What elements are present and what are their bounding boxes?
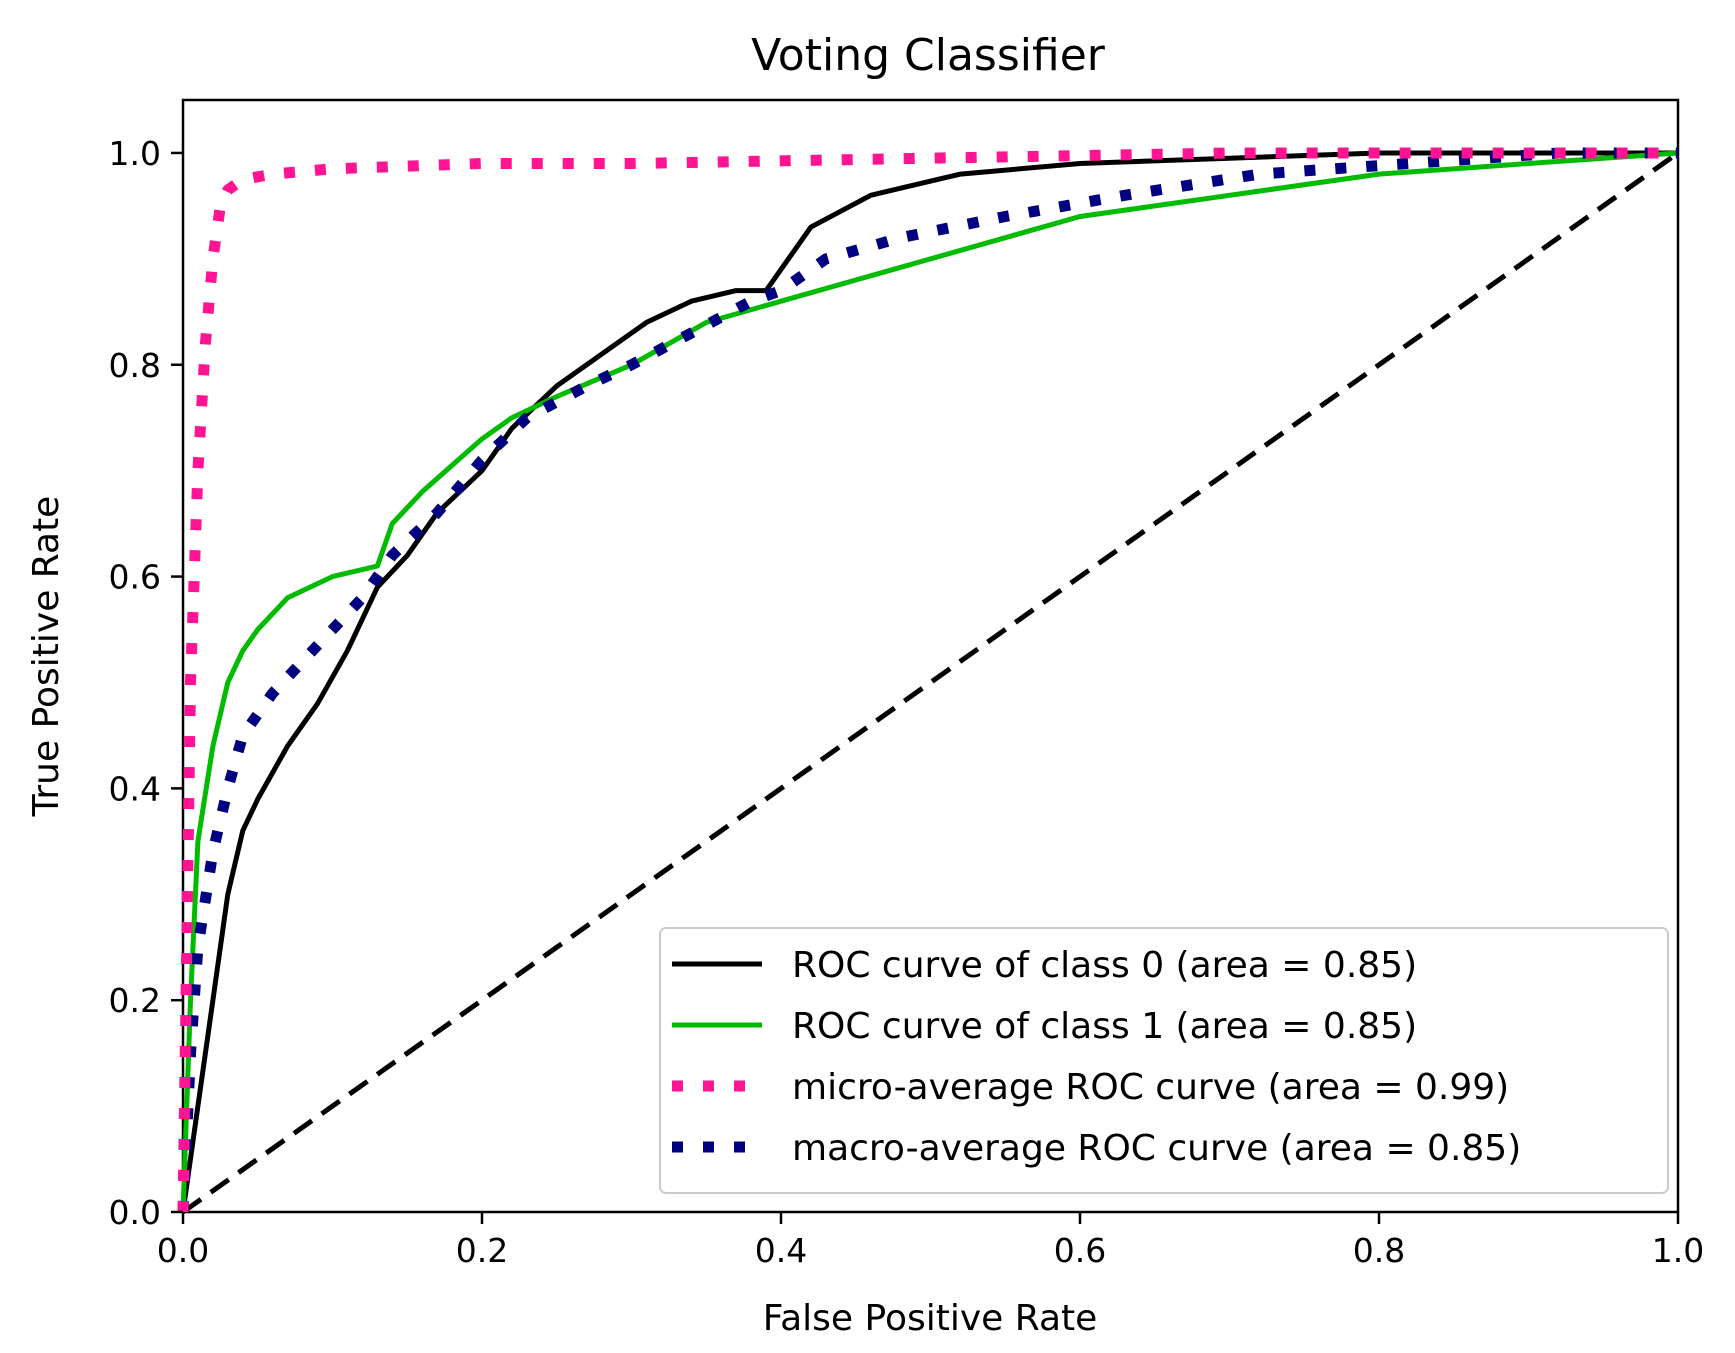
x-tick-label: 0.0 [157, 1231, 209, 1270]
legend-label: micro-average ROC curve (area = 0.99) [792, 1067, 1509, 1108]
legend-box [659, 927, 1669, 1194]
legend: ROC curve of class 0 (area = 0.85) ROC cu… [659, 927, 1669, 1194]
series-line-1 [180, 150, 1679, 1213]
x-tick-label: 0.8 [1353, 1231, 1405, 1270]
series-line-3 [177, 147, 1678, 1213]
chart-title: Voting Classifier [751, 30, 1106, 81]
series-line-2 [177, 147, 1678, 1213]
series-layer [177, 147, 1680, 1215]
x-tick-label: 0.6 [1054, 1231, 1106, 1270]
y-tick-label: 0.0 [109, 1193, 161, 1232]
y-tick-label: 0.2 [109, 981, 161, 1020]
y-tick-label: 0.4 [109, 769, 161, 808]
legend-label: macro-average ROC curve (area = 0.85) [792, 1128, 1521, 1169]
legend-label: ROC curve of class 0 (area = 0.85) [792, 945, 1417, 986]
x-tick-label: 0.2 [456, 1231, 508, 1270]
y-axis-label: True Positive Rate [26, 496, 67, 818]
x-tick-label: 0.4 [755, 1231, 807, 1270]
y-tick-label: 0.6 [109, 558, 161, 597]
x-axis-label: False Positive Rate [763, 1298, 1098, 1339]
y-tick-label: 1.0 [109, 134, 161, 173]
series-line-0 [180, 150, 1678, 1213]
x-axis-ticks: 0.0 0.2 0.4 0.6 0.8 1.0 [157, 1212, 1704, 1270]
y-tick-label: 0.8 [109, 346, 161, 385]
y-axis-ticks: 0.0 0.2 0.4 0.6 0.8 1.0 [109, 134, 183, 1232]
x-tick-label: 1.0 [1652, 1231, 1704, 1270]
legend-label: ROC curve of class 1 (area = 0.85) [792, 1006, 1417, 1047]
